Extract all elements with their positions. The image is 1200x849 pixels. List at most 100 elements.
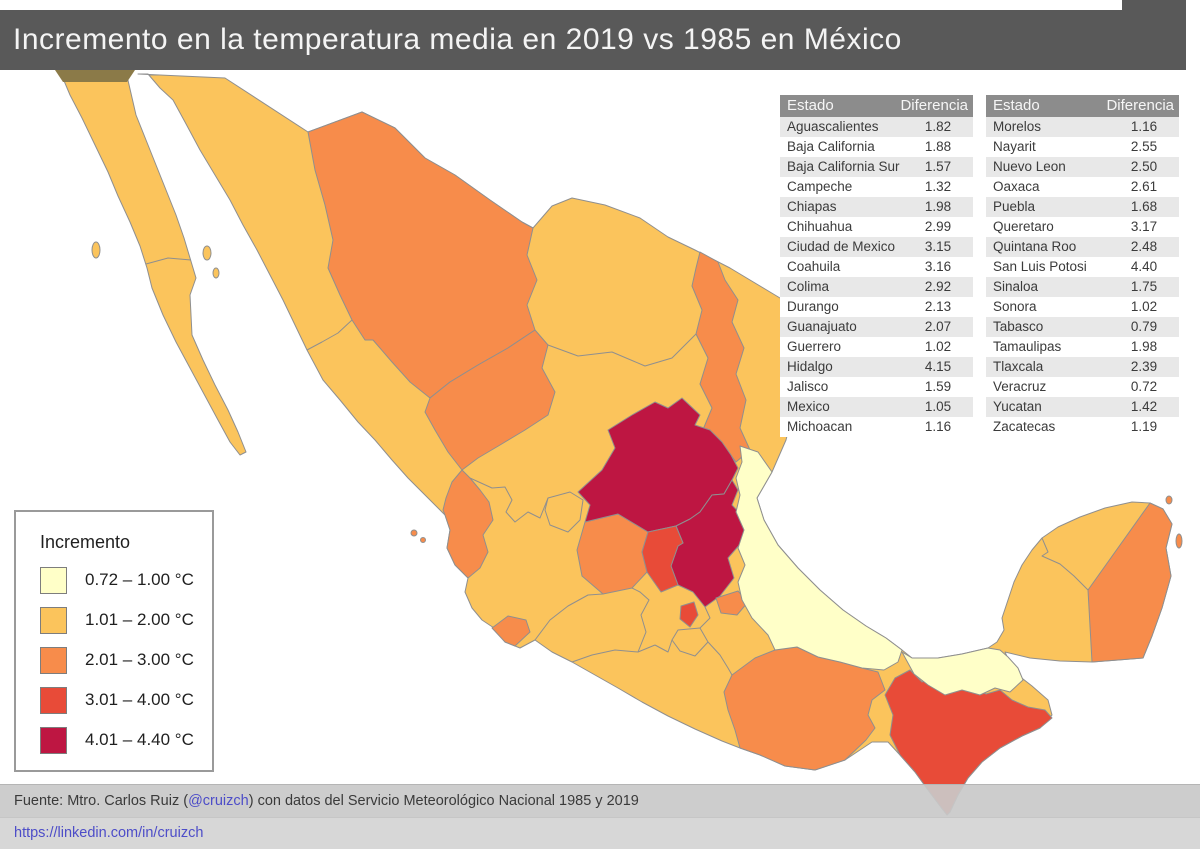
- state-name: Mexico: [787, 399, 830, 414]
- linkedin-url-link[interactable]: https://linkedin.com/in/cruizch: [14, 825, 204, 841]
- table-row: Baja California Sur 1.57: [780, 157, 973, 177]
- legend-item: 1.01 – 2.00 °C: [40, 606, 212, 634]
- state-value: 1.59: [924, 379, 952, 394]
- border-yucatan-campeche: [1041, 537, 1089, 591]
- table-row: Mexico 1.05: [780, 397, 973, 417]
- table-row: Tamaulipas 1.98: [986, 337, 1179, 357]
- table-row: Queretaro 3.17: [986, 217, 1179, 237]
- header-estado: Estado: [787, 97, 834, 114]
- state-value: 2.99: [924, 219, 952, 234]
- state-value: 2.39: [1130, 359, 1158, 374]
- state-name: Baja California Sur: [787, 159, 900, 174]
- state-value: 1.32: [924, 179, 952, 194]
- island-marias-1: [410, 529, 418, 537]
- state-value: 2.61: [1130, 179, 1158, 194]
- state-name: Ciudad de Mexico: [787, 239, 896, 254]
- state-veracruz: [735, 445, 903, 671]
- cruizch-handle-link[interactable]: @cruizch: [188, 793, 249, 809]
- table-row: Zacatecas 1.19: [986, 417, 1179, 437]
- state-value: 0.72: [1130, 379, 1158, 394]
- titlebar-map-shadow: [55, 70, 135, 82]
- island-cozumel: [1175, 533, 1183, 549]
- state-quintana-roo: [1087, 502, 1173, 663]
- table-row: Michoacan 1.16: [780, 417, 973, 437]
- header-diferencia: Diferencia: [900, 97, 968, 114]
- table-row: Veracruz 0.72: [986, 377, 1179, 397]
- border-jalisco-michoacan: [534, 593, 604, 641]
- states-table-right: Estado Diferencia Morelos 1.16 Nayarit 2…: [986, 95, 1179, 437]
- state-value: 4.40: [1130, 259, 1158, 274]
- state-value: 3.17: [1130, 219, 1158, 234]
- state-value: 2.55: [1130, 139, 1158, 154]
- state-name: Zacatecas: [993, 419, 1056, 434]
- state-value: 1.02: [1130, 299, 1158, 314]
- table-row: Ciudad de Mexico 3.15: [780, 237, 973, 257]
- table-row: Oaxaca 2.61: [986, 177, 1179, 197]
- state-name: Oaxaca: [993, 179, 1040, 194]
- state-name: Sinaloa: [993, 279, 1039, 294]
- table-row: Nayarit 2.55: [986, 137, 1179, 157]
- table-row: Quintana Roo 2.48: [986, 237, 1179, 257]
- state-name: Baja California: [787, 139, 875, 154]
- table-row: Nuevo Leon 2.50: [986, 157, 1179, 177]
- state-name: Aguascalientes: [787, 119, 879, 134]
- state-name: Guerrero: [787, 339, 842, 354]
- state-name: Sonora: [993, 299, 1037, 314]
- state-name: Chiapas: [787, 199, 837, 214]
- state-value: 0.79: [1130, 319, 1158, 334]
- table-row: Colima 2.92: [780, 277, 973, 297]
- state-value: 1.16: [1130, 119, 1158, 134]
- state-value: 1.68: [1130, 199, 1158, 214]
- state-value: 1.98: [1130, 339, 1158, 354]
- border-zacatecas-jalisco: [469, 477, 549, 523]
- state-value: 1.16: [924, 419, 952, 434]
- laguna-de-terminos: [977, 630, 999, 642]
- state-value: 1.82: [924, 119, 952, 134]
- state-name: Jalisco: [787, 379, 829, 394]
- state-name: Hidalgo: [787, 359, 833, 374]
- border-coahuila-zacatecas: [547, 333, 697, 367]
- legend-item: 0.72 – 1.00 °C: [40, 566, 212, 594]
- state-name: Nayarit: [993, 139, 1036, 154]
- state-tlaxcala: [715, 590, 749, 616]
- legend-item: 3.01 – 4.00 °C: [40, 686, 212, 714]
- state-value: 1.05: [924, 399, 952, 414]
- legend-item-label: 0.72 – 1.00 °C: [85, 570, 194, 589]
- state-value: 3.15: [924, 239, 952, 254]
- state-value: 1.42: [1130, 399, 1158, 414]
- header-estado: Estado: [993, 97, 1040, 114]
- title-bar: Incremento en la temperatura media en 20…: [0, 10, 1186, 70]
- state-name: Michoacan: [787, 419, 853, 434]
- table-row: Tabasco 0.79: [986, 317, 1179, 337]
- state-value: 2.50: [1130, 159, 1158, 174]
- source-text-prefix: Fuente: Mtro. Carlos Ruiz (: [14, 793, 189, 809]
- state-nayarit: [442, 469, 494, 579]
- state-name: Chihuahua: [787, 219, 853, 234]
- state-value: 1.88: [924, 139, 952, 154]
- state-value: 1.19: [1130, 419, 1158, 434]
- legend-item: 4.01 – 4.40 °C: [40, 726, 212, 754]
- table-row: Baja California 1.88: [780, 137, 973, 157]
- legend-item-label: 2.01 – 3.00 °C: [85, 650, 194, 669]
- map-legend: Incremento 0.72 – 1.00 °C 1.01 – 2.00 °C…: [14, 510, 214, 772]
- state-queretaro: [641, 525, 684, 593]
- table-row: San Luis Potosi 4.40: [986, 257, 1179, 277]
- table-row: Guerrero 1.02: [780, 337, 973, 357]
- source-text-suffix: ) con datos del Servicio Meteorológico N…: [248, 793, 639, 809]
- state-tabasco: [901, 647, 1024, 696]
- state-name: Guanajuato: [787, 319, 857, 334]
- table-row: Yucatan 1.42: [986, 397, 1179, 417]
- state-name: Morelos: [993, 119, 1042, 134]
- state-value: 1.02: [924, 339, 952, 354]
- table-body: Aguascalientes 1.82 Baja California 1.88…: [780, 117, 973, 437]
- table-row: Sonora 1.02: [986, 297, 1179, 317]
- table-row: Guanajuato 2.07: [780, 317, 973, 337]
- border-bc-bcs: [145, 257, 192, 265]
- legend-color-swatch: [40, 686, 67, 714]
- table-row: Tlaxcala 2.39: [986, 357, 1179, 377]
- footer: Fuente: Mtro. Carlos Ruiz (@cruizch) con…: [0, 784, 1200, 849]
- state-colima: [491, 615, 531, 647]
- table-row: Aguascalientes 1.82: [780, 117, 973, 137]
